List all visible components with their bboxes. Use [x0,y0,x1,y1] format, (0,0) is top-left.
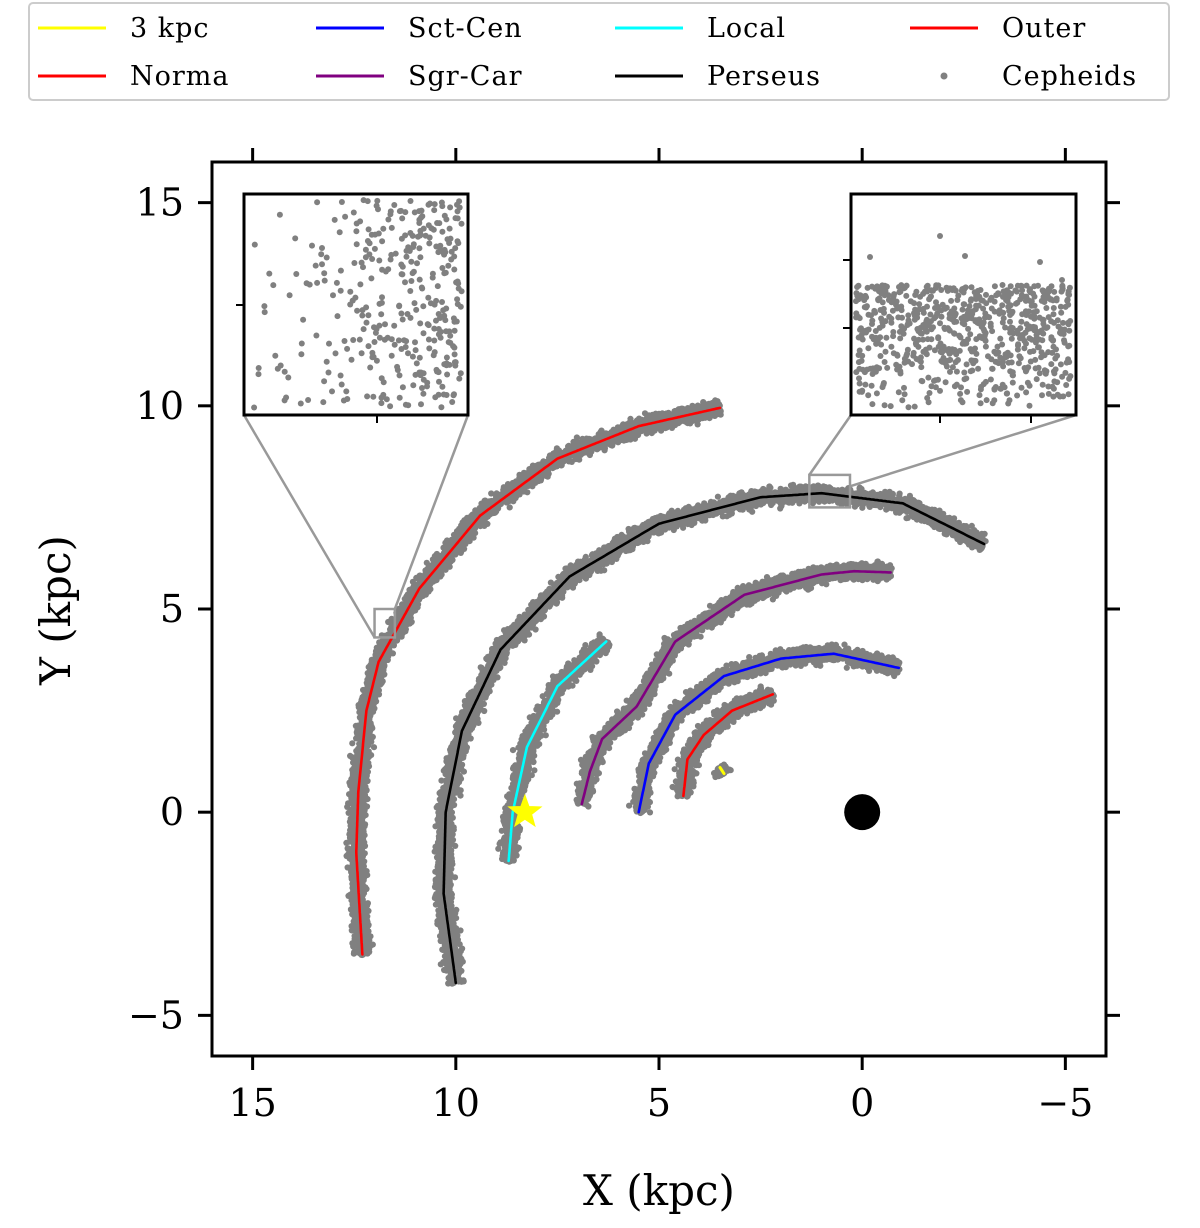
cepheid-point [823,581,830,588]
cepheid-point [694,730,701,737]
cepheid-point [639,711,646,718]
cepheid-point [614,708,621,715]
cepheid-point [693,762,700,769]
legend-label: Cepheids [1002,61,1137,92]
cepheid-point [746,654,753,661]
legend-label: 3 kpc [130,13,210,44]
legend-marker-cepheids [940,72,948,80]
cepheid-point [515,844,522,852]
cepheid-point [727,767,734,774]
cepheid-point [887,573,895,580]
cepheid-point [843,664,850,671]
cepheid-point [757,683,764,690]
legend-label: Outer [1002,13,1086,44]
cepheid-point [646,809,654,816]
legend-label: Sct-Cen [408,13,523,44]
legend-label: Local [707,13,786,44]
cepheid-point [674,756,682,763]
legend-label: Norma [130,61,230,92]
cepheid-point [697,633,704,640]
cepheid-point [589,733,596,741]
cepheid-point [671,766,678,773]
legend-label: Sgr-Car [408,61,522,92]
legend-label: Perseus [707,61,821,92]
legend-items: 3 kpc Sct-Cen Local Outer Norma Sgr-Car Perseu… [38,13,1137,92]
cepheid-point [896,659,903,666]
legend: 3 kpc Sct-Cen Local Outer Norma Sgr-Car Perseu… [28,2,1170,101]
legend-frame [28,2,1170,101]
